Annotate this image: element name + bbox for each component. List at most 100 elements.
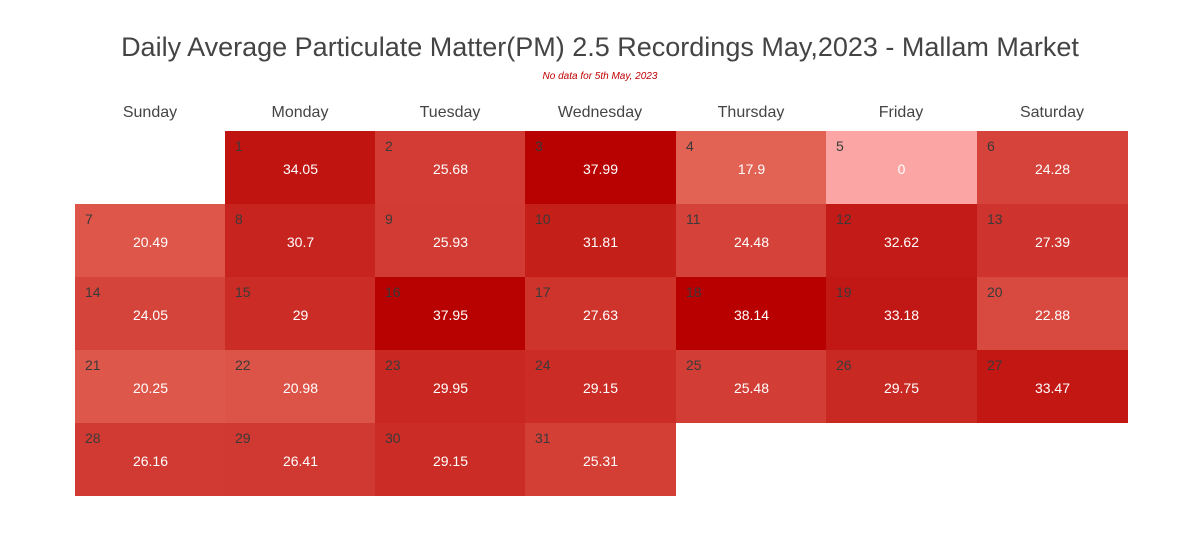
cell-date-label: 24 xyxy=(535,357,551,373)
cell-value-label: 29.95 xyxy=(432,380,469,396)
cell-value-label: 27.39 xyxy=(1034,234,1071,250)
cell-date-label: 1 xyxy=(235,138,243,154)
heatmap-cell: 9 25.93 xyxy=(375,204,526,277)
cell-value-label: 25.93 xyxy=(432,234,469,250)
cell-value-label: 25.48 xyxy=(733,380,770,396)
cell-value-label: 29 xyxy=(292,307,309,323)
heatmap-cell: 24 29.15 xyxy=(525,350,676,423)
weekday-header-saturday: Saturday xyxy=(1019,104,1085,121)
heatmap-cell: 6 24.28 xyxy=(977,131,1128,204)
cell-value-label: 27.63 xyxy=(582,307,619,323)
weekday-header-monday: Monday xyxy=(271,104,329,121)
cell-value-label: 31.81 xyxy=(582,234,619,250)
heatmap-cell: 7 20.49 xyxy=(75,204,226,277)
cell-date-label: 19 xyxy=(836,284,852,300)
cell-date-label: 10 xyxy=(535,211,551,227)
cell-value-label: 24.05 xyxy=(132,307,169,323)
cell-date-label: 11 xyxy=(686,211,701,227)
cell-date-label: 26 xyxy=(836,357,852,373)
weekday-header-wednesday: Wednesday xyxy=(557,104,643,121)
cell-value-label: 29.75 xyxy=(883,380,920,396)
heatmap-cell: 3 37.99 xyxy=(525,131,676,204)
chart-subtitle: No data for 5th May, 2023 xyxy=(542,71,658,82)
cell-date-label: 15 xyxy=(235,284,251,300)
cell-date-label: 30 xyxy=(385,430,401,446)
cell-date-label: 14 xyxy=(85,284,101,300)
weekday-header-sunday: Sunday xyxy=(122,104,178,121)
heatmap-cell: 8 30.7 xyxy=(225,204,376,277)
cell-date-label: 5 xyxy=(836,138,844,154)
heatmap-cell: 2 25.68 xyxy=(375,131,526,204)
cell-date-label: 28 xyxy=(85,430,101,446)
cell-value-label: 24.28 xyxy=(1034,161,1071,177)
cell-date-label: 2 xyxy=(385,138,393,154)
heatmap-cell: 21 20.25 xyxy=(75,350,226,423)
cell-date-label: 31 xyxy=(535,430,551,446)
heatmap-cell: 13 27.39 xyxy=(977,204,1128,277)
heatmap-cell: 10 31.81 xyxy=(525,204,676,277)
heatmap-cell: 29 26.41 xyxy=(225,423,376,496)
heatmap-cell: 1 34.05 xyxy=(225,131,376,204)
cell-date-label: 13 xyxy=(987,211,1003,227)
cell-date-label: 29 xyxy=(235,430,251,446)
heatmap-cell: 20 22.88 xyxy=(977,277,1128,350)
cell-date-label: 21 xyxy=(85,357,101,373)
cell-date-label: 12 xyxy=(836,211,852,227)
cell-value-label: 22.88 xyxy=(1034,307,1071,323)
cell-date-label: 3 xyxy=(535,138,543,154)
heatmap-cell: 17 27.63 xyxy=(525,277,676,350)
cell-date-label: 23 xyxy=(385,357,401,373)
chart-title: Daily Average Particulate Matter(PM) 2.5… xyxy=(121,32,1079,62)
cell-date-label: 7 xyxy=(85,211,93,227)
cell-value-label: 33.47 xyxy=(1034,380,1071,396)
heatmap-cell: 22 20.98 xyxy=(225,350,376,423)
cell-value-label: 26.41 xyxy=(282,453,319,469)
heatmap-cell: 12 32.62 xyxy=(826,204,977,277)
cell-date-label: 22 xyxy=(235,357,251,373)
cell-value-label: 17.9 xyxy=(737,161,766,177)
cell-date-label: 27 xyxy=(987,357,1003,373)
cell-value-label: 30.7 xyxy=(286,234,315,250)
cell-date-label: 6 xyxy=(987,138,995,154)
cell-value-label: 25.68 xyxy=(432,161,469,177)
cell-value-label: 20.49 xyxy=(132,234,169,250)
cell-date-label: 17 xyxy=(535,284,551,300)
cell-value-label: 33.18 xyxy=(883,307,920,323)
cell-value-label: 29.15 xyxy=(432,453,469,469)
heatmap-cell: 11 24.48 xyxy=(676,204,827,277)
heatmap-cell: 14 24.05 xyxy=(75,277,226,350)
heatmap-cell: 19 33.18 xyxy=(826,277,977,350)
heatmap-cell: 31 25.31 xyxy=(525,423,676,496)
cell-date-label: 20 xyxy=(987,284,1003,300)
cell-date-label: 16 xyxy=(385,284,401,300)
cell-value-label: 24.48 xyxy=(733,234,770,250)
cell-value-label: 20.25 xyxy=(132,380,169,396)
heatmap-cell: 28 26.16 xyxy=(75,423,226,496)
heatmap-cell: 27 33.47 xyxy=(977,350,1128,423)
cell-value-label: 37.95 xyxy=(432,307,469,323)
cell-value-label: 29.15 xyxy=(582,380,619,396)
cell-value-label: 38.14 xyxy=(733,307,770,323)
cell-date-label: 9 xyxy=(385,211,393,227)
heatmap-cell: 18 38.14 xyxy=(676,277,827,350)
heatmap-cell: 4 17.9 xyxy=(676,131,827,204)
weekday-header-tuesday: Tuesday xyxy=(419,104,481,121)
cell-value-label: 32.62 xyxy=(883,234,920,250)
cell-date-label: 4 xyxy=(686,138,694,154)
cell-date-label: 8 xyxy=(235,211,243,227)
cell-date-label: 25 xyxy=(686,357,702,373)
heatmap-cell: 25 25.48 xyxy=(676,350,827,423)
weekday-header-friday: Friday xyxy=(878,104,924,121)
heatmap-cell: 26 29.75 xyxy=(826,350,977,423)
heatmap-cell: 23 29.95 xyxy=(375,350,526,423)
cell-value-label: 20.98 xyxy=(282,380,319,396)
cell-date-label: 18 xyxy=(686,284,702,300)
heatmap-cell: 16 37.95 xyxy=(375,277,526,350)
cell-value-label: 34.05 xyxy=(282,161,319,177)
weekday-header-thursday: Thursday xyxy=(717,104,785,121)
heatmap-cell: 15 29 xyxy=(225,277,376,350)
cell-value-label: 0 xyxy=(897,161,906,177)
cell-value-label: 26.16 xyxy=(132,453,169,469)
cell-value-label: 37.99 xyxy=(582,161,619,177)
